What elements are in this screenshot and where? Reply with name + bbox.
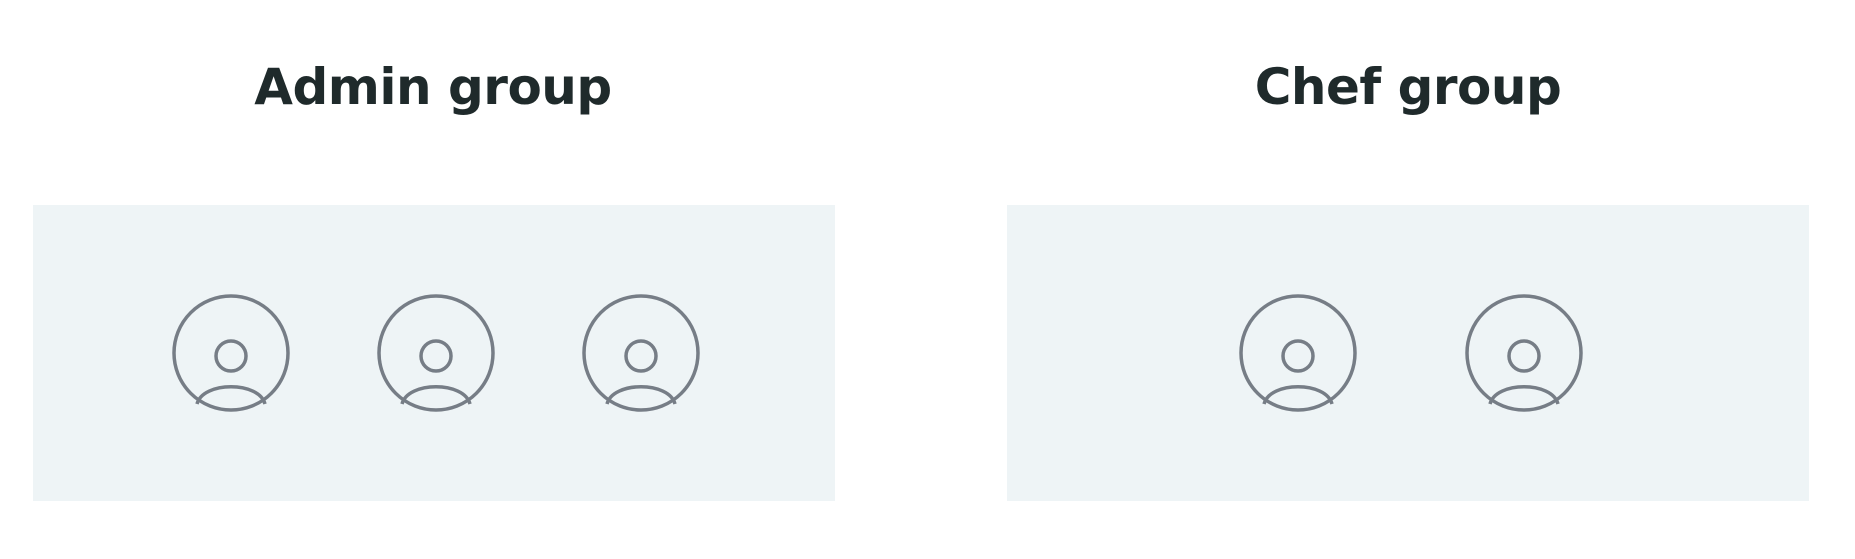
chef-group-title: Chef group	[1254, 58, 1562, 116]
admin-group-title: Admin group	[254, 58, 612, 116]
user-icon	[171, 293, 291, 413]
user-icon	[581, 293, 701, 413]
admin-group-panel	[33, 205, 835, 501]
chef-group-panel	[1007, 205, 1809, 501]
user-icon	[376, 293, 496, 413]
user-icon	[1238, 293, 1358, 413]
user-icon	[1464, 293, 1584, 413]
